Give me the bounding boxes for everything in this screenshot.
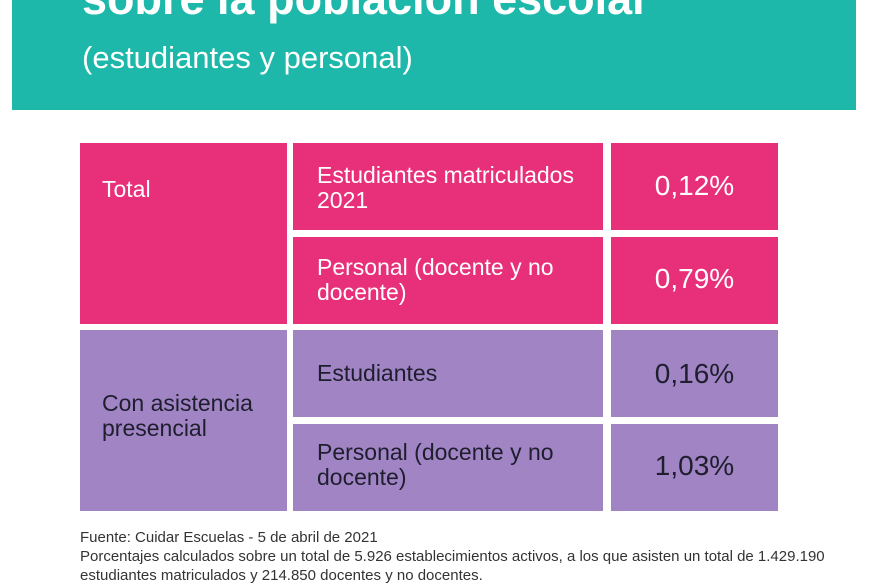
calculation-note: Porcentajes calculados sobre un total de… xyxy=(80,548,825,584)
row-value-text: 0,16% xyxy=(654,358,735,389)
group-label-total: Total xyxy=(80,143,287,324)
row-value-staff-total: 0,79% xyxy=(611,237,778,324)
page-title: sobre la población escolar xyxy=(82,0,650,24)
row-value-staff-in-person: 1,03% xyxy=(611,424,778,511)
row-label-text: Personal (docente y no docente) xyxy=(317,439,554,490)
row-label-text: Estudiantes matriculados 2021 xyxy=(317,162,574,213)
row-label-students-enrolled: Estudiantes matriculados 2021 xyxy=(293,143,603,230)
row-label-staff-total: Personal (docente y no docente) xyxy=(293,237,603,324)
group-label-text: Con asistencia presencial xyxy=(102,390,253,441)
group-label-text: Total xyxy=(102,176,151,202)
row-label-text: Estudiantes xyxy=(317,360,438,386)
page-subtitle: (estudiantes y personal) xyxy=(82,40,413,75)
header-banner: sobre la población escolar (estudiantes … xyxy=(12,0,856,110)
row-label-students-in-person: Estudiantes xyxy=(293,330,603,417)
footnotes: Fuente: Cuidar Escuelas - 5 de abril de … xyxy=(80,528,840,585)
source-note: Fuente: Cuidar Escuelas - 5 de abril de … xyxy=(80,529,378,546)
row-label-text: Personal (docente y no docente) xyxy=(317,254,554,305)
row-value-students-enrolled: 0,12% xyxy=(611,143,778,230)
row-value-text: 1,03% xyxy=(654,450,735,481)
group-label-in-person: Con asistencia presencial xyxy=(80,330,287,511)
row-label-staff-in-person: Personal (docente y no docente) xyxy=(293,424,603,511)
row-value-students-in-person: 0,16% xyxy=(611,330,778,417)
row-value-text: 0,12% xyxy=(654,170,735,201)
row-value-text: 0,79% xyxy=(654,263,735,294)
